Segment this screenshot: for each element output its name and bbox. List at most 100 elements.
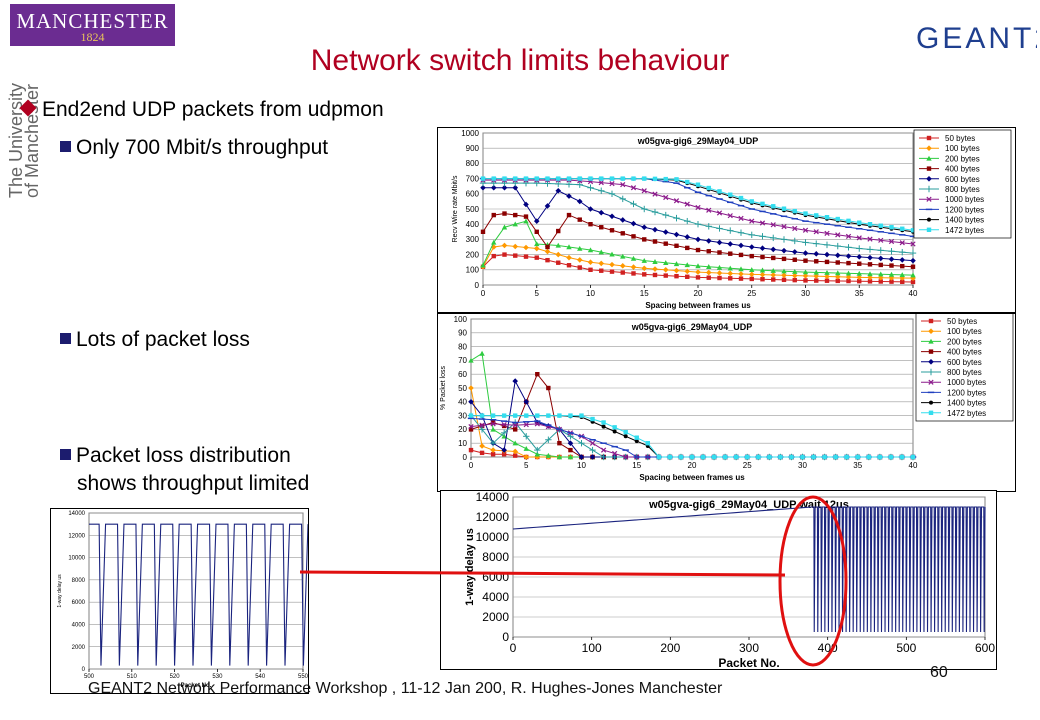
data-point	[513, 427, 518, 432]
data-point	[524, 413, 529, 418]
data-point	[490, 413, 496, 418]
data-point	[577, 265, 582, 270]
data-point	[695, 247, 701, 253]
data-point	[928, 349, 934, 354]
data-point-stroke	[706, 207, 712, 213]
data-point	[781, 272, 787, 279]
data-point	[490, 452, 496, 457]
data-point	[611, 453, 618, 461]
data-point	[641, 188, 647, 194]
data-point	[491, 239, 497, 245]
data-point	[490, 426, 496, 432]
data-point	[468, 357, 474, 363]
data-point	[479, 450, 485, 456]
data-point	[634, 439, 639, 444]
data-point	[523, 176, 529, 181]
data-point	[760, 201, 765, 207]
legend-entry: 200 bytes	[945, 154, 980, 163]
data-point	[824, 278, 830, 283]
data-point	[792, 225, 798, 232]
data-point	[656, 454, 662, 460]
data-point	[535, 372, 540, 377]
geant-logo-text: GEANT2	[916, 22, 1037, 55]
data-point	[568, 447, 573, 453]
data-point	[502, 252, 507, 257]
y-axis-label: Recv Wire rate Mbit/s	[452, 175, 459, 242]
data-point	[867, 262, 873, 267]
data-point	[673, 198, 680, 204]
data-point	[513, 176, 518, 181]
data-point	[926, 227, 932, 232]
data-point	[599, 176, 604, 181]
data-point	[500, 429, 508, 437]
data-point	[857, 261, 862, 266]
legend-entry: 1400 bytes	[945, 216, 984, 225]
data-point	[780, 236, 788, 243]
data-point	[824, 259, 830, 265]
x-tick-label: 510	[127, 674, 138, 680]
y-tick-label: 6000	[482, 570, 509, 584]
data-point-stroke	[609, 181, 615, 187]
data-point	[546, 413, 551, 418]
data-point	[803, 278, 808, 283]
data-point-stroke	[468, 424, 474, 430]
data-point	[630, 200, 637, 208]
data-point	[910, 228, 916, 233]
data-point	[899, 272, 905, 278]
data-point	[877, 274, 884, 281]
data-point	[855, 454, 860, 460]
y-tick-label: 14000	[476, 491, 510, 504]
data-point	[900, 226, 905, 231]
data-point	[889, 263, 894, 268]
y-tick-label: 0	[463, 453, 468, 462]
data-point	[822, 454, 827, 460]
data-point	[867, 279, 873, 284]
data-point	[566, 176, 572, 181]
data-point	[620, 253, 626, 259]
sub-bullet-text: Lots of packet loss	[76, 328, 250, 351]
y-tick-label: 14000	[68, 511, 85, 517]
data-point	[588, 176, 593, 181]
data-point	[544, 180, 551, 187]
data-point-stroke	[663, 194, 669, 201]
data-point	[803, 211, 808, 216]
legend-entry: 1000 bytes	[947, 378, 986, 387]
x-tick-label: 10	[577, 461, 586, 470]
y-axis-label: % Packet loss	[440, 366, 447, 410]
data-point	[600, 447, 607, 453]
x-tick-label: 25	[743, 461, 752, 470]
data-point	[534, 446, 541, 454]
data-point	[759, 267, 766, 273]
data-point	[856, 235, 862, 241]
data-point	[534, 229, 539, 234]
legend-entry: 600 bytes	[947, 358, 982, 367]
y-tick-label: 300	[466, 235, 480, 244]
data-point	[480, 262, 486, 268]
data-point	[910, 275, 916, 281]
data-point	[501, 179, 508, 187]
y-tick-label: 50	[458, 384, 467, 393]
data-point	[835, 270, 841, 276]
data-point	[545, 452, 552, 458]
data-point	[555, 242, 561, 248]
y-tick-label: 0	[475, 281, 480, 290]
data-point	[866, 246, 874, 253]
data-point	[513, 253, 518, 258]
data-point	[577, 176, 582, 181]
data-point	[491, 253, 496, 259]
data-point	[545, 436, 552, 443]
data-point	[814, 278, 819, 283]
data-point	[652, 272, 658, 278]
data-point	[501, 447, 507, 453]
data-point	[800, 454, 805, 460]
data-point	[899, 248, 906, 256]
data-point	[792, 208, 797, 214]
data-point	[835, 232, 841, 238]
data-point	[711, 454, 717, 460]
x-tick-label: 20	[688, 461, 697, 470]
x-tick-label: 540	[255, 674, 266, 680]
data-point	[760, 254, 765, 260]
legend-entry: 200 bytes	[947, 337, 982, 346]
data-point	[645, 441, 650, 446]
chart-title: w05gva-gig6_29May04_UDP	[637, 136, 759, 146]
